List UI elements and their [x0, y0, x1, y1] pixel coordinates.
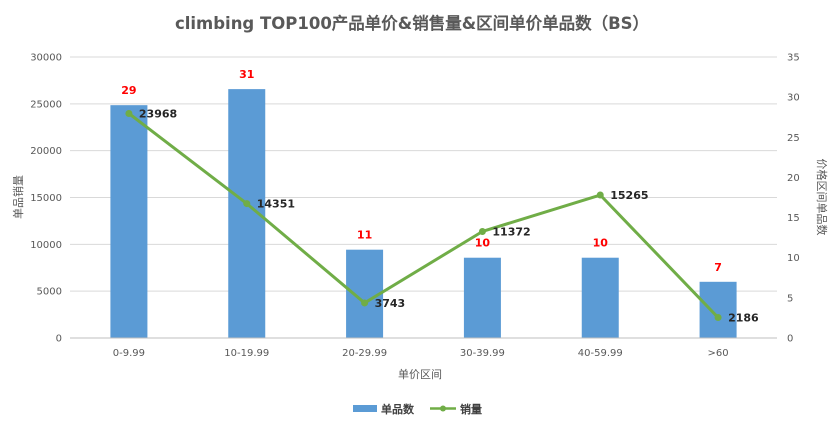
bar-data-label: 10 — [593, 237, 609, 250]
bar — [463, 257, 501, 338]
y-right-tick-label: 25 — [787, 133, 800, 144]
bar-data-label: 29 — [121, 84, 136, 97]
x-tick-label: >60 — [708, 348, 729, 359]
bar-data-label: 7 — [714, 261, 722, 274]
line-point — [596, 191, 604, 199]
line-path — [128, 112, 720, 319]
data-labels: 29 31 11 10 10 7 23968 14351 3743 11372 15265 2186 — [121, 68, 759, 324]
x-tick-label: 0-9.99 — [113, 348, 145, 359]
bar-data-label: 31 — [239, 68, 254, 81]
y-left-tick-label: 5000 — [37, 287, 62, 298]
legend-bar-swatch — [353, 405, 377, 412]
y-axis-left-title: 单品销量 — [11, 175, 25, 219]
y-right-tick-label: 30 — [787, 93, 800, 104]
x-tick-label: 20-29.99 — [342, 348, 387, 359]
line-point — [478, 227, 486, 235]
y-right-tick-label: 10 — [787, 253, 800, 264]
bar — [110, 105, 148, 339]
line-data-label: 2186 — [728, 312, 759, 325]
y-left-tick-label: 0 — [56, 334, 62, 345]
y-left-tick-label: 30000 — [30, 53, 62, 64]
x-axis-title: 单价区间 — [398, 368, 442, 381]
x-tick-label: 30-39.99 — [460, 348, 505, 359]
y-axis-right-title: 价格区间单品数 — [815, 159, 829, 236]
line-point — [243, 200, 251, 208]
y-right-tick-label: 0 — [787, 334, 793, 345]
y-right-tick-label: 20 — [787, 173, 800, 184]
bar-data-label: 11 — [357, 229, 372, 242]
y-right-tick-label: 15 — [787, 213, 800, 224]
y-right-tick-label: 5 — [787, 293, 793, 304]
bar-data-label: 10 — [475, 237, 491, 250]
line-series — [125, 109, 722, 322]
line-data-label: 15265 — [610, 189, 648, 202]
line-point — [714, 314, 722, 322]
axes: 0 5000 10000 15000 20000 25000 30000 0 5 10 15 20 25… — [30, 53, 800, 360]
y-left-tick-label: 25000 — [30, 99, 62, 110]
y-left-tick-label: 20000 — [30, 146, 62, 157]
line-data-label: 23968 — [139, 107, 177, 120]
gridlines — [70, 56, 777, 339]
x-tick-label: 10-19.99 — [224, 348, 269, 359]
legend-bar-label: 单品数 — [381, 402, 415, 416]
line-data-label: 11372 — [492, 225, 530, 238]
bar — [581, 257, 619, 338]
legend-line-marker — [440, 405, 446, 412]
y-left-tick-label: 10000 — [30, 240, 62, 251]
line-point — [125, 109, 133, 117]
line-data-label: 3743 — [375, 297, 406, 310]
bar — [699, 281, 737, 338]
y-left-tick-label: 15000 — [30, 193, 62, 204]
x-tick-label: 40-59.99 — [578, 348, 623, 359]
y-right-tick-label: 35 — [787, 53, 800, 64]
line-data-label: 14351 — [257, 198, 295, 211]
legend: 单品数 销量 — [353, 402, 482, 416]
chart-title: climbing TOP100产品单价&销售量&区间单价单品数（BS） — [175, 13, 649, 33]
legend-line-label: 销量 — [460, 402, 482, 416]
line-point — [361, 299, 369, 307]
bar-series — [110, 89, 737, 339]
